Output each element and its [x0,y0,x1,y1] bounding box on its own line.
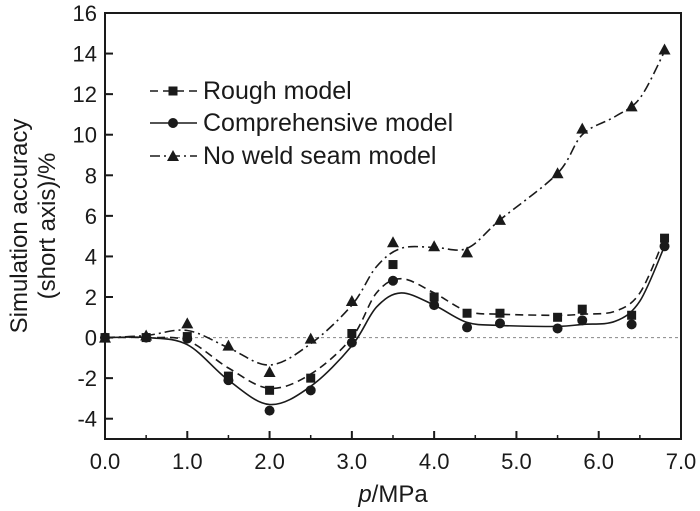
data-point-rough-model [660,233,670,243]
y-tick-label: 16 [73,1,97,26]
data-point-comprehensive-model [429,300,440,311]
data-point-rough-model [462,308,472,318]
data-point-rough-model [347,329,357,339]
data-point-no-weld-seam-model [304,332,317,344]
y-tick-label: 12 [73,82,97,107]
data-point-comprehensive-model [577,315,588,326]
data-point-comprehensive-model [264,405,275,416]
data-point-comprehensive-model [346,337,357,348]
data-point-comprehensive-model [659,241,670,252]
legend-label-no-weld: No weld seam model [203,142,436,170]
data-point-no-weld-seam-model [658,43,671,55]
data-point-no-weld-seam-model [222,339,235,351]
y-tick-label: 4 [85,244,97,269]
data-point-no-weld-seam-model [625,100,638,112]
data-point-no-weld-seam-model [140,329,153,341]
markers-layer [99,43,671,416]
x-tick-label: 2.0 [254,449,285,474]
y-tick-label: 14 [73,42,97,67]
legend-item-rough: Rough model [150,77,352,105]
series-line-comprehensive-model [104,245,666,406]
data-point-rough-model [429,292,439,302]
x-axis-title-unit: /MPa [372,481,429,508]
y-axis-title-line1: Simulation accuracy [6,119,33,334]
data-point-no-weld-seam-model [181,317,194,329]
data-point-no-weld-seam-model [345,295,358,307]
data-point-comprehensive-model [626,319,637,330]
y-tick-label: 8 [85,163,97,188]
data-point-rough-model [553,312,563,322]
curves-layer [104,51,666,406]
data-point-comprehensive-model [388,275,398,286]
legend-item-comprehensive: Comprehensive model [150,109,453,137]
x-tick-label: 3.0 [337,449,368,474]
y-tick-label: 10 [73,123,97,148]
data-point-comprehensive-model [305,385,316,396]
x-tick-label: 4.0 [419,449,450,474]
data-point-no-weld-seam-model [551,167,564,179]
x-tick-label: 5.0 [501,449,532,474]
data-point-rough-model [265,385,275,395]
x-axis-title: p/MPa [357,481,428,508]
legend-marker-square [168,86,178,96]
legend: Rough model Comprehensive model No weld … [150,77,453,170]
data-point-rough-model [627,310,637,320]
data-point-no-weld-seam-model [461,246,474,258]
data-point-no-weld-seam-model [263,366,276,378]
legend-item-no-weld: No weld seam model [150,142,436,170]
y-tick-label: 6 [85,204,97,229]
data-point-no-weld-seam-model [428,240,441,252]
data-point-rough-model [577,304,587,314]
legend-marker-triangle [167,150,179,161]
legend-marker-circle [168,118,178,128]
data-point-comprehensive-model [494,318,505,329]
data-point-comprehensive-model [182,333,193,344]
x-tick-label: 6.0 [583,449,614,474]
series-line-rough-model [104,237,666,390]
legend-label-comprehensive: Comprehensive model [203,109,453,137]
data-point-comprehensive-model [552,323,563,334]
x-axis-title-variable: p [357,481,371,508]
y-tick-label: 0 [85,326,97,351]
y-tick-label: -2 [77,366,97,391]
y-tick-label: -4 [77,407,97,432]
y-axis-title-line2: (short axis)/% [34,153,61,300]
legend-label-rough: Rough model [203,77,352,105]
y-tick-label: 2 [85,285,97,310]
data-point-rough-model [495,308,505,318]
data-point-no-weld-seam-model [387,236,399,248]
data-point-rough-model [306,373,316,383]
x-tick-label: 1.0 [172,449,203,474]
series-line-no-weld-seam-model [104,51,666,366]
data-point-no-weld-seam-model [576,122,589,134]
y-axis-title: Simulation accuracy (short axis)/% [6,119,61,334]
plot-frame [104,12,682,440]
x-tick-label: 7.0 [666,449,697,474]
data-point-comprehensive-model [223,375,234,386]
ticks-layer: 0.0 1.0 2.0 3.0 4.0 5.0 6.0 7.0 16 14 12 10 8 6 4 2 0 -2 -… [73,1,697,474]
data-point-rough-model [388,260,398,270]
x-tick-label: 0.0 [90,449,121,474]
data-point-comprehensive-model [462,322,473,333]
data-point-no-weld-seam-model [493,213,506,225]
